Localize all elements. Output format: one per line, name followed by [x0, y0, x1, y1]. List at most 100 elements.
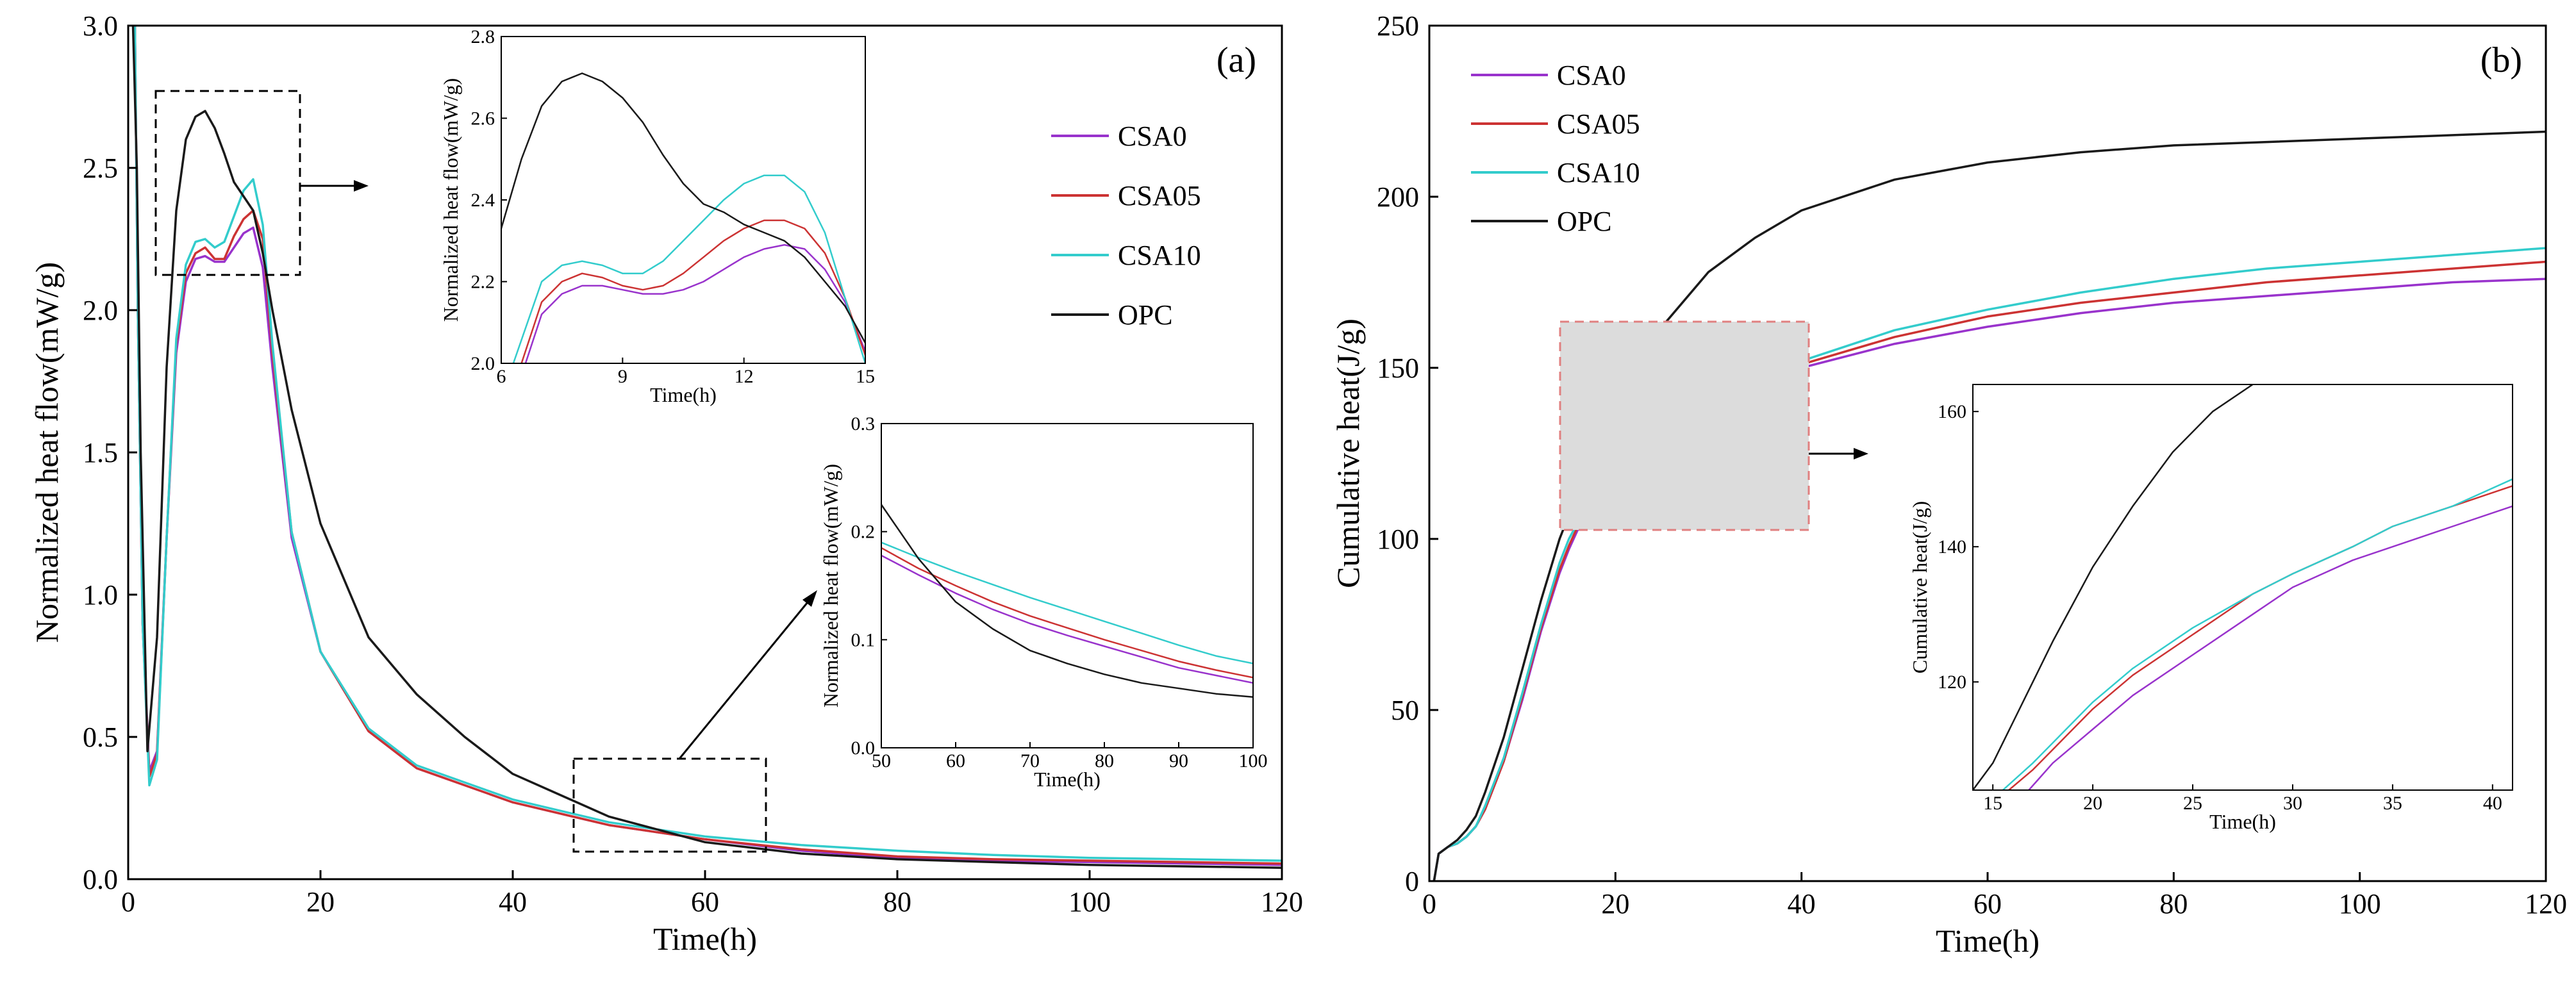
a-y-tick-label: 3.0	[83, 10, 118, 42]
b-x-tick-label: 0	[1422, 888, 1436, 920]
a-inset-2-series-csa05	[881, 547, 1253, 679]
a-inset-1-y-tick-label: 2.0	[471, 353, 495, 374]
a-legend-label-csa05: CSA05	[1118, 180, 1201, 211]
b-inset-x-tick-label: 25	[2183, 793, 2202, 814]
a-inset-1-x-tick-label: 12	[735, 366, 754, 387]
b-inset-x-tick-label: 20	[2083, 793, 2102, 814]
a-inset-2-y-tick-label: 0.0	[851, 738, 876, 759]
panel-a-inset-tail: 50 60 70 80 90 100 0.0 0.1 0.2 0.3 Time(h) Normaliz…	[819, 413, 1268, 791]
b-y-tick-label: 250	[1377, 10, 1419, 42]
b-inset-series-opc	[1973, 384, 2254, 790]
panel-a-inset-peak: 6 9 12 15 2.0 2.2 2.4 2.6 2.8 Time(h) Normalized h…	[439, 26, 875, 406]
a-inset-1-series-opc	[501, 72, 865, 344]
b-y-tick-label: 0	[1405, 866, 1419, 897]
b-x-tick-label: 120	[2525, 888, 2567, 920]
a-inset-1-x-axis-title: Time(h)	[650, 383, 717, 406]
b-inset-series-csa0	[2028, 505, 2513, 790]
a-inset-1-x-tick-label: 9	[618, 366, 627, 387]
b-y-tick-label: 150	[1377, 352, 1419, 384]
b-legend-label-csa10: CSA10	[1557, 157, 1640, 188]
b-inset-y-tick-label: 140	[1938, 536, 1966, 557]
panel-b-inset: 15 20 25 30 35 40 120 140 160 Time(h) Cumulative h…	[1908, 384, 2513, 833]
b-inset-y-tick-label: 120	[1938, 672, 1966, 693]
a-inset-2-x-tick-label: 70	[1020, 750, 1040, 772]
a-x-tick-label: 40	[499, 886, 527, 918]
a-legend-label-csa10: CSA10	[1118, 240, 1201, 271]
b-x-tick-label: 100	[2339, 888, 2381, 920]
a-inset-1-plot-background	[501, 37, 865, 363]
a-inset-1-y-tick-label: 2.2	[471, 272, 495, 293]
a-x-tick-label: 120	[1261, 886, 1303, 918]
a-inset-1-y-axis-title: Normalized heat flow(mW/g)	[439, 78, 462, 322]
a-legend-label-csa0: CSA0	[1118, 120, 1187, 152]
a-inset-2-x-tick-label: 100	[1239, 750, 1268, 772]
b-inset-x-tick-label: 40	[2483, 793, 2502, 814]
b-y-tick-label: 50	[1391, 695, 1419, 726]
a-y-tick-label: 2.0	[83, 295, 118, 326]
b-x-tick-label: 60	[1974, 888, 2002, 920]
a-inset-2-plot-background	[881, 424, 1253, 748]
b-legend-label-csa05: CSA05	[1557, 108, 1640, 140]
b-x-tick-label: 80	[2159, 888, 2188, 920]
a-inset-2-x-tick-label: 90	[1169, 750, 1188, 772]
panel-b-chart: 0 20 40 60 80 100 120 0 50 100 150 200 250 Time(h) Cum…	[1330, 10, 2567, 959]
b-inset-x-tick-label: 15	[1983, 793, 2002, 814]
a-inset-1-y-tick-label: 2.8	[471, 26, 495, 47]
a-inset-2-plot-frame	[881, 423, 1254, 748]
a-x-axis-title: Time(h)	[653, 921, 757, 957]
a-y-tick-label: 0.5	[83, 722, 118, 753]
b-inset-x-tick-label: 30	[2283, 793, 2302, 814]
a-legend-label-opc: OPC	[1118, 299, 1173, 331]
a-x-tick-label: 60	[691, 886, 719, 918]
a-inset-2-x-tick-label: 80	[1095, 750, 1114, 772]
a-inset-2-y-axis-title: Normalized heat flow(mW/g)	[819, 464, 842, 707]
a-y-tick-label: 2.5	[83, 153, 118, 184]
a-inset-2-y-tick-label: 0.2	[851, 522, 876, 543]
a-inset-2-x-axis-title: Time(h)	[1034, 768, 1101, 791]
a-inset-1-series-csa0	[524, 244, 865, 363]
b-legend-label-csa0: CSA0	[1557, 60, 1626, 91]
b-legend-label-opc: OPC	[1557, 206, 1612, 237]
a-series-csa10	[133, 26, 1282, 862]
b-panel-label: (b)	[2480, 40, 2522, 80]
a-x-tick-label: 0	[121, 886, 135, 918]
a-inset-2-y-tick-label: 0.1	[851, 629, 876, 650]
a-inset-1-series-csa05	[520, 219, 865, 363]
a-panel-label: (a)	[1217, 40, 1256, 80]
b-inset-series-csa10	[2002, 478, 2513, 790]
b-x-tick-label: 20	[1601, 888, 1629, 920]
b-inset-plot-background	[1973, 384, 2513, 790]
a-x-tick-label: 100	[1068, 886, 1111, 918]
a-inset-1-x-tick-label: 6	[497, 366, 506, 387]
a-x-tick-label: 20	[306, 886, 335, 918]
a-x-tick-label: 80	[883, 886, 911, 918]
b-x-axis-title: Time(h)	[1936, 923, 2040, 959]
panel-a-zoom-box-peak	[154, 90, 369, 276]
panel-a-zoom-box-tail	[572, 590, 817, 853]
a-inset-2-series-csa10	[881, 541, 1253, 665]
a-inset-2-series-opc	[881, 504, 1253, 698]
b-inset-y-tick-label: 160	[1938, 401, 1966, 422]
a-y-tick-label: 1.5	[83, 437, 118, 468]
b-y-tick-label: 100	[1377, 524, 1419, 555]
a-inset-2-x-tick-label: 50	[872, 750, 891, 772]
b-y-axis-title: Cumulative heat(J/g)	[1330, 318, 1366, 588]
panel-b-zoom-box	[1559, 320, 1868, 531]
b-inset-x-axis-title: Time(h)	[2209, 810, 2276, 833]
a-inset-1-y-tick-label: 2.4	[471, 190, 495, 211]
b-x-tick-label: 40	[1788, 888, 1816, 920]
a-y-tick-label: 1.0	[83, 579, 118, 611]
a-y-tick-label: 0.0	[83, 864, 118, 895]
panel-a-chart: 0 20 40 60 80 100 120 0.0 0.5 1.0 1.5 2.0 2.5 3.0 Time…	[29, 10, 1303, 957]
b-inset-plot-frame	[1972, 384, 2513, 791]
a-inset-1-y-tick-label: 2.6	[471, 108, 495, 129]
a-inset-2-y-tick-label: 0.3	[851, 413, 876, 434]
a-inset-1-series-csa10	[512, 174, 865, 363]
b-y-tick-label: 200	[1377, 181, 1419, 213]
b-inset-y-axis-title: Cumulative heat(J/g)	[1908, 501, 1931, 673]
a-series-opc	[131, 26, 1282, 869]
a-y-axis-title: Normalized heat flow(mW/g)	[29, 262, 65, 643]
b-inset-x-tick-label: 35	[2383, 793, 2402, 814]
a-inset-1-x-tick-label: 15	[856, 366, 875, 387]
